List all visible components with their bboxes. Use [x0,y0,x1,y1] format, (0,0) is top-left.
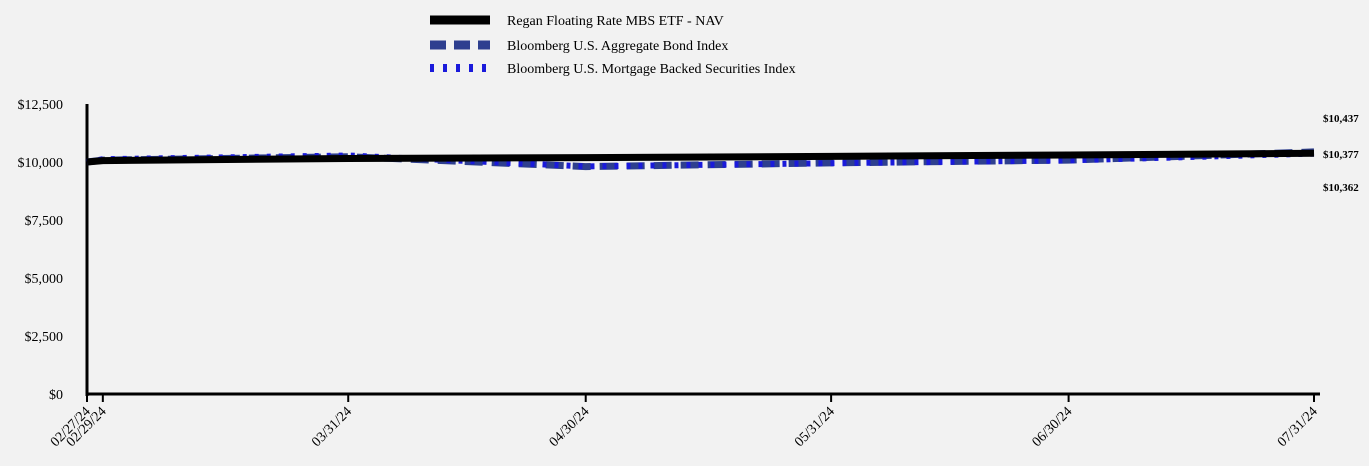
end-value-label: $10,377 [1323,149,1359,161]
y-tick-label: $10,000 [18,156,64,171]
legend-label: Bloomberg U.S. Aggregate Bond Index [507,39,728,54]
end-value-label: $10,437 [1323,113,1359,125]
x-tick-label: 06/30/24 [1030,404,1076,450]
y-axis: $0 $2,500 $5,000 $7,500 $10,000 $12,500 [18,98,89,403]
y-tick-label: $7,500 [25,214,64,229]
y-tick-label: $12,500 [18,98,64,113]
legend: Regan Floating Rate MBS ETF - NAV Bloombe… [430,14,796,77]
legend-label: Bloomberg U.S. Mortgage Backed Securitie… [507,62,796,77]
end-labels: $10,437 $10,377 $10,362 [1323,113,1359,194]
x-tick-label: 05/31/24 [792,404,838,450]
x-tick-label: 03/31/24 [309,404,355,450]
series-line [86,149,1315,166]
y-tick-label: $2,500 [25,330,64,345]
x-tick-label: 04/30/24 [547,404,593,450]
series-layer [86,148,1315,171]
end-value-label: $10,362 [1323,182,1359,194]
legend-label: Regan Floating Rate MBS ETF - NAV [507,14,724,29]
y-tick-label: $0 [49,388,63,403]
x-tick-label: 07/31/24 [1275,404,1321,450]
y-tick-label: $5,000 [25,272,64,287]
